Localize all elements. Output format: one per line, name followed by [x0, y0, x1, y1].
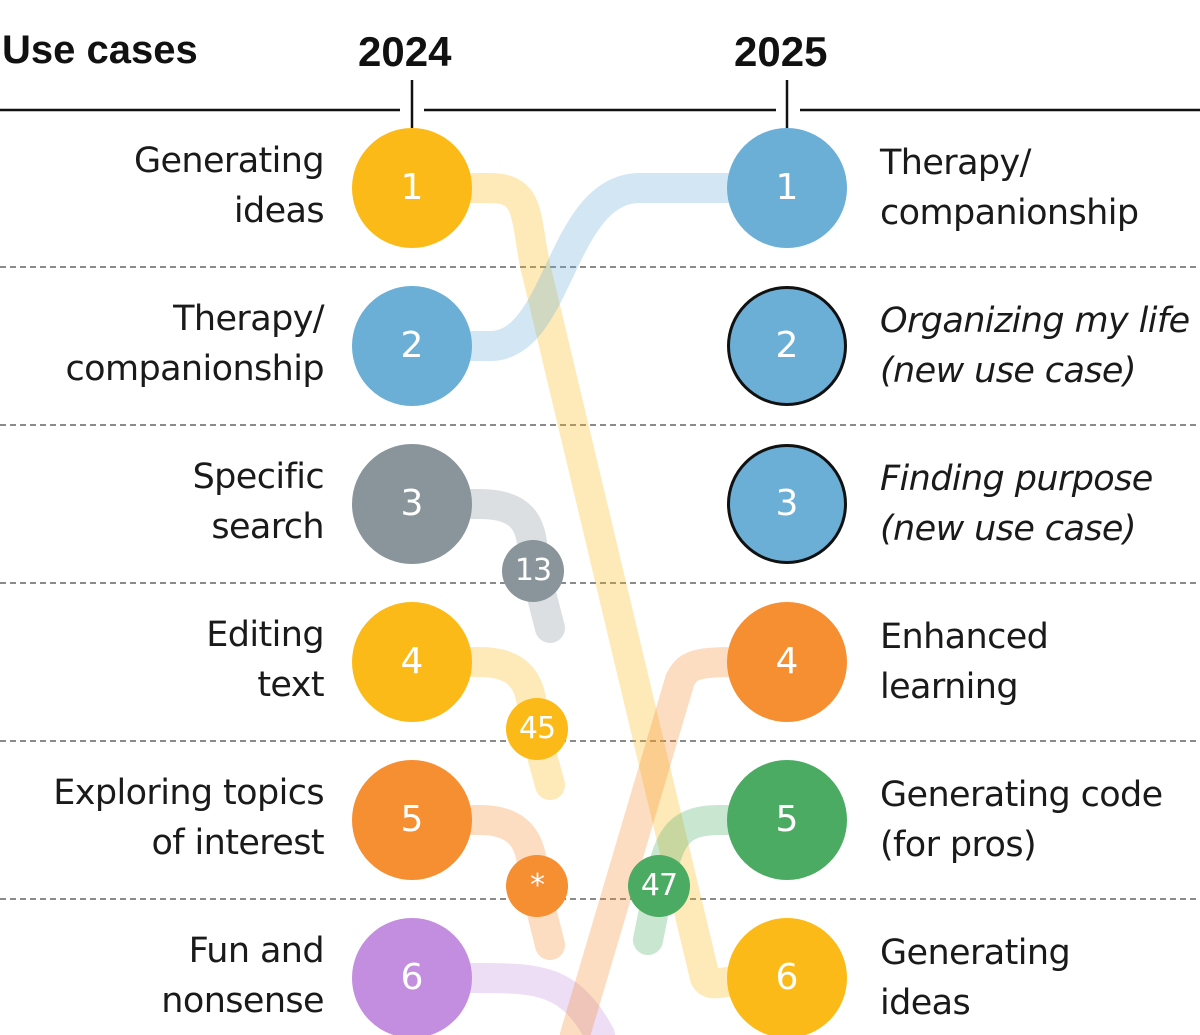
right-category-label: Generating ideas	[880, 933, 1071, 1023]
link-generating-ideas	[397, 173, 802, 999]
left-category-label: Editing text	[206, 615, 324, 705]
rank-2025-label: 4	[775, 641, 799, 682]
right-category-label: Finding purpose (new use case)	[880, 459, 1153, 549]
chart-title: Use cases	[2, 28, 198, 72]
rank-2025-label: 6	[775, 957, 799, 998]
rank-circle-2024	[352, 918, 472, 1035]
right-category-label: Enhanced learning	[880, 617, 1049, 707]
left-category-label: Specific search	[192, 457, 325, 547]
right-category-label: Therapy/ companionship	[880, 143, 1139, 233]
rank-circle-2025	[727, 286, 847, 406]
rank-2025-label: 5	[775, 799, 799, 840]
year-2025-header: 2025	[734, 28, 828, 75]
rank-2024-label: 5	[400, 799, 424, 840]
rank-circle-2025	[727, 918, 847, 1035]
rank-2025-label: 1	[775, 167, 799, 208]
rank-circle-2024	[352, 602, 472, 722]
sub-rank-badge	[628, 855, 690, 917]
sub-rank-label: 13	[514, 553, 552, 588]
rank-circle-2025	[727, 444, 847, 564]
sub-rank-label: 45	[518, 711, 556, 746]
rank-2025-label: 3	[775, 483, 799, 524]
sub-rank-badge	[506, 855, 568, 917]
sub-rank-badge	[502, 540, 564, 602]
sub-rank-label: 47	[640, 868, 678, 903]
rank-circle-2024	[352, 444, 472, 564]
rank-circle-2024	[352, 760, 472, 880]
rank-circle-2024	[352, 128, 472, 248]
left-category-label: Generating ideas	[133, 141, 325, 231]
link-fun-nonsense	[397, 963, 615, 1035]
sub-rank-badge	[506, 698, 568, 760]
rank-2024-label: 4	[400, 641, 424, 682]
link-therapy	[397, 173, 802, 361]
left-category-label: Exploring topics of interest	[53, 773, 324, 863]
right-category-label: Generating code (for pros)	[880, 775, 1163, 865]
rank-2024-label: 1	[400, 167, 424, 208]
left-category-label: Therapy/ companionship	[65, 299, 325, 389]
rank-circle-2025	[727, 602, 847, 722]
rank-2024-label: 6	[400, 957, 424, 998]
rank-2024-label: 2	[400, 325, 424, 366]
rank-circle-2025	[727, 128, 847, 248]
left-category-label: Fun and nonsense	[161, 931, 324, 1021]
rank-2025-label: 2	[775, 325, 799, 366]
sub-rank-label: *	[530, 868, 545, 903]
right-category-label: Organizing my life (new use case)	[880, 301, 1190, 391]
year-2024-header: 2024	[358, 28, 452, 75]
rank-circle-2024	[352, 286, 472, 406]
rank-circle-2025	[727, 760, 847, 880]
rank-2024-label: 3	[400, 483, 424, 524]
